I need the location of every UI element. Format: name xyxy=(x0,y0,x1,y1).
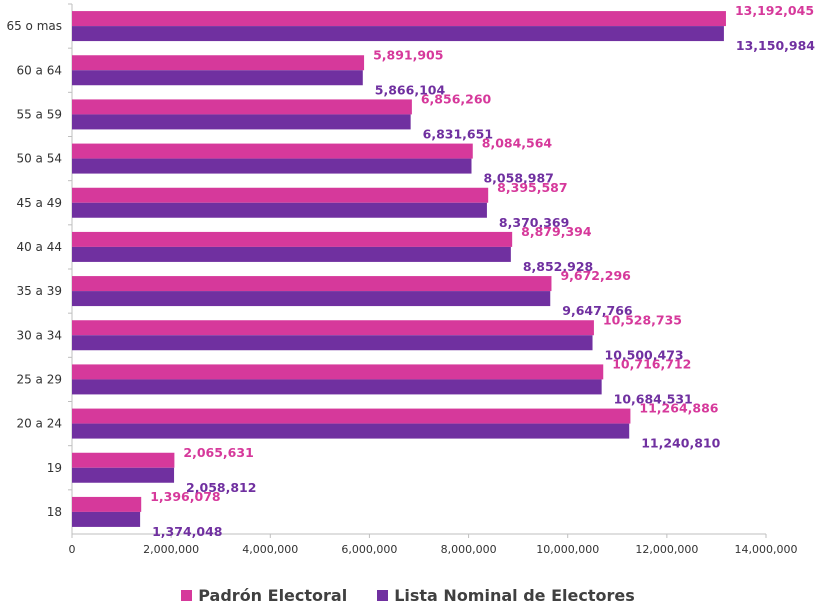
data-label-padron: 11,264,886 xyxy=(639,401,718,416)
data-label-lista: 13,150,984 xyxy=(736,38,815,53)
data-label-padron: 8,395,587 xyxy=(497,180,567,195)
x-tick-label: 6,000,000 xyxy=(341,543,397,556)
data-label-padron: 8,084,564 xyxy=(482,136,553,151)
legend-label-lista: Lista Nominal de Electores xyxy=(394,586,635,605)
bar-lista xyxy=(72,70,363,86)
legend: Padrón Electoral Lista Nominal de Electo… xyxy=(0,586,816,605)
category-label: 60 a 64 xyxy=(16,63,62,77)
bar-padron xyxy=(72,496,142,512)
x-tick-label: 0 xyxy=(69,543,76,556)
legend-swatch-lista xyxy=(377,590,389,601)
bar-padron xyxy=(72,276,552,292)
category-label: 40 a 44 xyxy=(16,240,62,254)
bar-padron xyxy=(72,99,412,115)
category-label: 18 xyxy=(47,505,62,519)
data-label-padron: 8,879,394 xyxy=(521,224,592,239)
data-label-padron: 10,528,735 xyxy=(603,312,682,327)
bar-padron xyxy=(72,55,365,71)
data-label-lista: 6,831,651 xyxy=(423,126,493,141)
legend-item-padron: Padrón Electoral xyxy=(181,586,347,605)
bar-padron xyxy=(72,452,175,468)
data-label-lista: 5,866,104 xyxy=(375,82,446,97)
data-label-padron: 10,716,712 xyxy=(612,356,691,371)
bar-lista xyxy=(72,158,472,174)
bar-lista xyxy=(72,423,630,439)
bar-lista xyxy=(72,511,141,527)
data-label-padron: 1,396,078 xyxy=(150,489,220,504)
data-label-lista: 9,647,766 xyxy=(562,303,633,318)
x-tick-label: 10,000,000 xyxy=(536,543,599,556)
x-tick-label: 14,000,000 xyxy=(735,543,798,556)
data-label-lista: 10,500,473 xyxy=(605,347,684,362)
data-label-lista: 1,374,048 xyxy=(152,524,222,539)
data-label-lista: 8,852,928 xyxy=(523,259,593,274)
data-label-padron: 2,065,631 xyxy=(183,445,253,460)
bar-padron xyxy=(72,408,631,424)
bar-padron xyxy=(72,11,726,27)
category-label: 35 a 39 xyxy=(16,284,62,298)
category-label: 30 a 34 xyxy=(16,328,62,342)
category-label: 19 xyxy=(47,461,62,475)
bar-padron xyxy=(72,231,513,247)
data-label-padron: 5,891,905 xyxy=(373,47,443,62)
category-label: 55 a 59 xyxy=(16,107,62,121)
bar-lista xyxy=(72,26,724,42)
bar-lista xyxy=(72,291,551,307)
category-label: 65 o mas xyxy=(6,19,62,33)
legend-swatch-padron xyxy=(181,590,193,601)
bar-padron xyxy=(72,187,489,203)
data-label-padron: 13,192,045 xyxy=(735,3,814,18)
legend-label-padron: Padrón Electoral xyxy=(198,586,348,605)
bar-padron xyxy=(72,143,473,159)
bar-padron xyxy=(72,320,594,336)
x-tick-label: 12,000,000 xyxy=(635,543,698,556)
x-tick-label: 2,000,000 xyxy=(143,543,199,556)
bar-lista xyxy=(72,114,411,130)
legend-item-lista: Lista Nominal de Electores xyxy=(377,586,635,605)
category-label: 20 a 24 xyxy=(16,417,62,431)
x-tick-label: 4,000,000 xyxy=(242,543,298,556)
bar-lista xyxy=(72,467,175,483)
category-label: 25 a 29 xyxy=(16,372,62,386)
bar-lista xyxy=(72,202,487,218)
category-label: 45 a 49 xyxy=(16,196,62,210)
data-label-lista: 10,684,531 xyxy=(614,391,693,406)
data-label-lista: 2,058,812 xyxy=(186,480,256,495)
data-label-lista: 8,370,369 xyxy=(499,215,569,230)
bar-padron xyxy=(72,364,604,380)
data-label-padron: 9,672,296 xyxy=(560,268,631,283)
bar-lista xyxy=(72,335,593,351)
x-tick-label: 8,000,000 xyxy=(441,543,497,556)
data-label-padron: 6,856,260 xyxy=(421,91,492,106)
category-label: 50 a 54 xyxy=(16,152,62,166)
bar-lista xyxy=(72,246,511,262)
data-label-lista: 8,058,987 xyxy=(483,171,553,186)
data-label-lista: 11,240,810 xyxy=(641,436,720,451)
bar-lista xyxy=(72,379,602,395)
